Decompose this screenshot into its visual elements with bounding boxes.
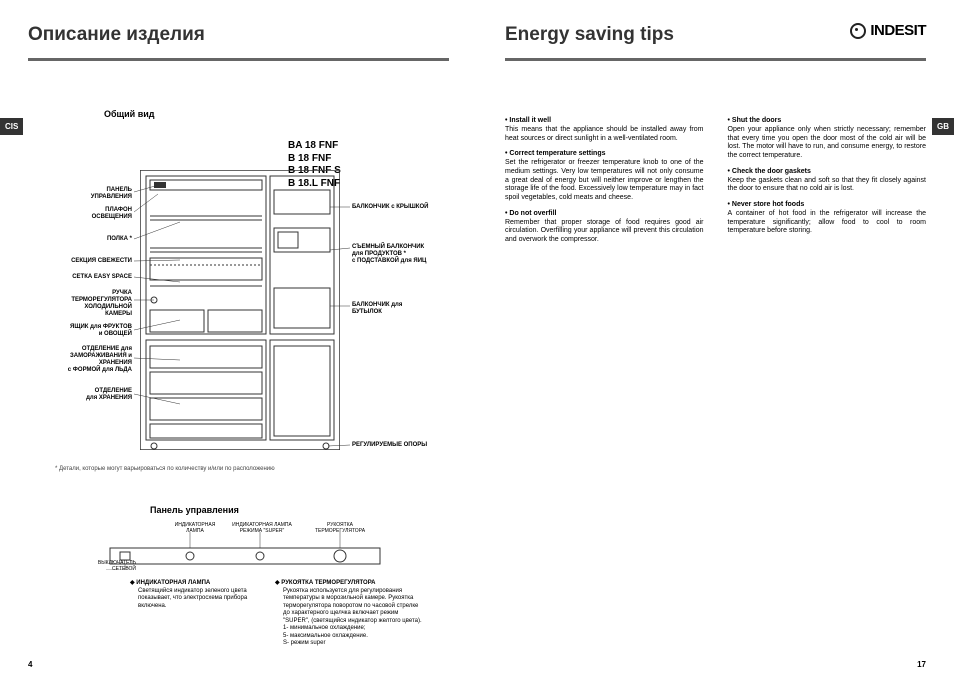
- panel-head: Панель управления: [150, 505, 239, 515]
- tip: Shut the doorsOpen your appliance only w…: [728, 117, 927, 161]
- tips-col-1: Install it wellThis means that the appli…: [505, 117, 704, 252]
- diagram-label: БАЛКОНЧИК с КРЫШКОЙ: [352, 204, 452, 211]
- left-title: Описание изделия: [28, 24, 449, 46]
- tip-body: Remember that proper storage of food req…: [505, 219, 704, 245]
- tip-head: Never store hot foods: [728, 201, 927, 210]
- tip-head: Do not overfill: [505, 210, 704, 219]
- tip: Check the door gasketsKeep the gaskets c…: [728, 168, 927, 194]
- panel-desc-1-head: ◆ ИНДИКАТОРНАЯ ЛАМПА: [130, 580, 260, 588]
- tips-col-2: Shut the doorsOpen your appliance only w…: [728, 117, 927, 252]
- tip-head: Check the door gaskets: [728, 168, 927, 177]
- brand-icon: [850, 23, 866, 39]
- tip-body: Keep the gaskets clean and soft so that …: [728, 177, 927, 195]
- panel-lbl-d: ВЫКЛЮЧАТЕЛЬ СЕТЕВОЙ: [88, 560, 136, 572]
- page-num-left: 4: [28, 660, 32, 669]
- diagram-label: СЕКЦИЯ СВЕЖЕСТИ: [40, 258, 132, 265]
- diagram-label: БАЛКОНЧИК для БУТЫЛОК: [352, 302, 452, 316]
- panel-desc-2-head: ◆ РУКОЯТКА ТЕРМОРЕГУЛЯТОРА: [275, 580, 425, 588]
- panel-lbl-c: РУКОЯТКА ТЕРМОРЕГУЛЯТОРА: [312, 522, 368, 534]
- tip: Never store hot foodsA container of hot …: [728, 201, 927, 236]
- lang-tab-gb: GB: [932, 118, 954, 135]
- left-page: Описание изделия Общий вид BA 18 FNFB 18…: [0, 0, 477, 685]
- panel-lbl-b: ИНДИКАТОРНАЯ ЛАМПА РЕЖИМА "SUPER": [230, 522, 294, 534]
- tip-body: Set the refrigerator or freezer temperat…: [505, 159, 704, 203]
- tip-head: Correct temperature settings: [505, 150, 704, 159]
- fridge-diagram: [140, 170, 340, 450]
- diagram-label: СЕТКА EASY SPACE: [40, 274, 132, 281]
- diagram-label: РЕГУЛИРУЕМЫЕ ОПОРЫ: [352, 442, 452, 449]
- diagram-label: ЯЩИК для ФРУКТОВ и ОВОЩЕЙ: [40, 324, 132, 338]
- page-num-right: 17: [917, 660, 926, 669]
- rule: [505, 58, 926, 61]
- diagram-label: ПАНЕЛЬ УПРАВЛЕНИЯ: [40, 187, 132, 201]
- tip-body: Open your appliance only when strictly n…: [728, 126, 927, 161]
- tip: Install it wellThis means that the appli…: [505, 117, 704, 143]
- tip-body: A container of hot food in the refrigera…: [728, 210, 927, 236]
- brand-logo: INDESIT: [850, 22, 926, 39]
- tip-body: This means that the appliance should be …: [505, 126, 704, 144]
- overview-head: Общий вид: [104, 109, 449, 119]
- tip: Correct temperature settingsSet the refr…: [505, 150, 704, 203]
- diagram-label: РУЧКА ТЕРМОРЕГУЛЯТОРА ХОЛОДИЛЬНОЙ КАМЕРЫ: [40, 290, 132, 318]
- footnote: * Детали, которые могут варьироваться по…: [55, 466, 275, 472]
- tip-head: Install it well: [505, 117, 704, 126]
- tip: Do not overfillRemember that proper stor…: [505, 210, 704, 245]
- tip-head: Shut the doors: [728, 117, 927, 126]
- rule: [28, 58, 449, 61]
- diagram-label: СЪЕМНЫЙ БАЛКОНЧИК для ПРОДУКТОВ * с ПОДС…: [352, 244, 452, 265]
- lang-tab-cis: CIS: [0, 118, 23, 135]
- diagram-label: ПОЛКА *: [40, 236, 132, 243]
- panel-lbl-a: ИНДИКАТОРНАЯ ЛАМПА: [170, 522, 220, 534]
- diagram-label: ОТДЕЛЕНИЕ для ЗАМОРАЖИВАНИЯ и ХРАНЕНИЯ с…: [40, 346, 132, 374]
- diagram-label: ОТДЕЛЕНИЕ для ХРАНЕНИЯ: [40, 388, 132, 402]
- panel-desc-1: Светящийся индикатор зеленого цвета пока…: [138, 588, 260, 611]
- right-page: Energy saving tips INDESIT Install it we…: [477, 0, 954, 685]
- diagram-label: ПЛАФОН ОСВЕЩЕНИЯ: [40, 207, 132, 221]
- panel-desc-2: Рукоятка используется для регулирования …: [283, 588, 425, 648]
